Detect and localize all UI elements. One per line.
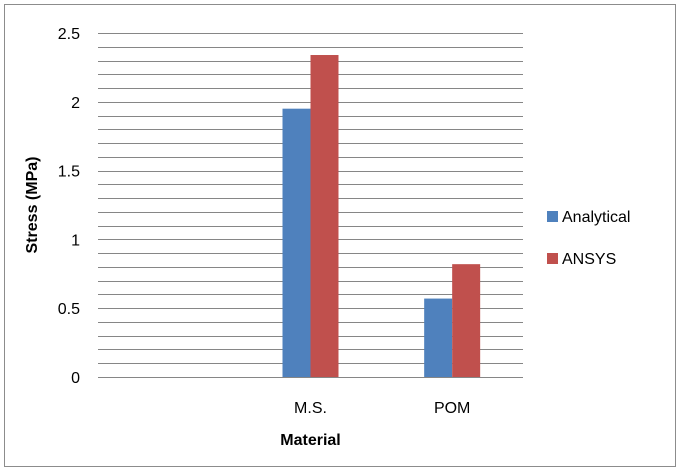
legend-swatch-analytical [547, 211, 558, 222]
x-tick-label: M.S. [294, 400, 327, 417]
x-tick-label: POM [434, 400, 470, 417]
legend-label-analytical: Analytical [562, 209, 630, 226]
bar-ansys-ms [310, 55, 339, 378]
x-axis-title: Material [280, 432, 340, 449]
x-tick-labels: M.S. POM [294, 400, 470, 417]
y-axis-title: Stress (MPa) [24, 157, 41, 254]
legend-label-ansys: ANSYS [562, 251, 616, 268]
bars [282, 55, 481, 378]
bar-ansys-pom [452, 264, 481, 377]
y-tick-label: 0 [71, 370, 80, 387]
y-tick-label: 0.5 [58, 301, 80, 318]
stress-bar-chart: 0 0.5 1 1.5 2 2.5 M.S. POM Stress (MPa) Materi… [24, 26, 630, 449]
y-tick-labels: 0 0.5 1 1.5 2 2.5 [58, 26, 80, 387]
bar-analytical-ms [282, 108, 311, 378]
bar-analytical-pom [424, 298, 453, 377]
legend: Analytical ANSYS [547, 209, 630, 268]
chart-frame: 0 0.5 1 1.5 2 2.5 M.S. POM Stress (MPa) Materi… [4, 4, 676, 467]
y-tick-label: 2 [71, 95, 80, 112]
legend-swatch-ansys [547, 253, 558, 264]
y-tick-label: 1 [71, 232, 80, 249]
y-tick-label: 2.5 [58, 26, 80, 43]
y-tick-label: 1.5 [58, 164, 80, 181]
